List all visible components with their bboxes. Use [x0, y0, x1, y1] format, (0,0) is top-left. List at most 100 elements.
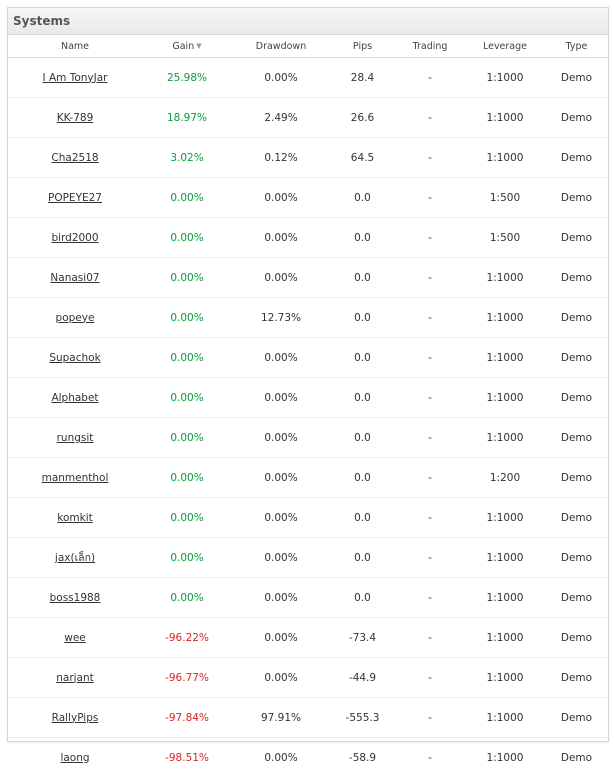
type-column-cell: Demo: [545, 498, 608, 538]
name-column-cell: wee: [8, 618, 142, 658]
column-header-pips-label: Pips: [353, 41, 372, 52]
system-name-link[interactable]: I Am TonyJar: [43, 72, 108, 84]
leverage-column-cell: 1:500: [465, 218, 545, 258]
leverage-column-cell: 1:1000: [465, 338, 545, 378]
system-name-link[interactable]: POPEYE27: [48, 192, 102, 204]
gain-column-cell: -97.84%: [142, 698, 232, 738]
column-header-name[interactable]: Name: [8, 35, 142, 58]
type-column-cell: Demo: [545, 458, 608, 498]
pips-cell: -73.4: [349, 632, 376, 644]
leverage-column-cell: 1:1000: [465, 138, 545, 178]
system-name-link[interactable]: Nanasi07: [50, 272, 99, 284]
pips-column-cell: 64.5: [330, 138, 395, 178]
column-header-name-label: Name: [61, 41, 89, 52]
type-cell: Demo: [561, 432, 592, 444]
drawdown-cell: 0.00%: [264, 432, 297, 444]
type-cell: Demo: [561, 592, 592, 604]
type-column-cell: Demo: [545, 338, 608, 378]
trading-column-cell: -: [395, 458, 465, 498]
column-header-gain[interactable]: Gain▼: [142, 35, 232, 58]
leverage-cell: 1:1000: [487, 272, 524, 284]
system-name-link[interactable]: narjant: [56, 672, 94, 684]
system-name-link[interactable]: bird2000: [51, 232, 98, 244]
column-header-drawdown[interactable]: Drawdown: [232, 35, 330, 58]
system-name-link[interactable]: rungsit: [57, 432, 94, 444]
column-header-pips[interactable]: Pips: [330, 35, 395, 58]
drawdown-cell: 0.00%: [264, 272, 297, 284]
system-name-link[interactable]: RallyPips: [52, 712, 99, 724]
system-name-link[interactable]: Cha2518: [51, 152, 98, 164]
trading-column-cell: -: [395, 538, 465, 578]
gain-column-cell: 0.00%: [142, 258, 232, 298]
leverage-column-cell: 1:1000: [465, 538, 545, 578]
trading-cell: -: [428, 432, 432, 444]
drawdown-cell: 0.12%: [264, 152, 297, 164]
gain-column-cell: 0.00%: [142, 458, 232, 498]
drawdown-cell: 0.00%: [264, 552, 297, 564]
system-name-link[interactable]: jax(เล็ก): [55, 552, 95, 564]
pips-cell: 26.6: [351, 112, 374, 124]
gain-column-cell: -96.22%: [142, 618, 232, 658]
pips-cell: 0.0: [354, 352, 371, 364]
leverage-cell: 1:1000: [487, 712, 524, 724]
leverage-cell: 1:1000: [487, 672, 524, 684]
trading-column-cell: -: [395, 698, 465, 738]
gain-cell: 0.00%: [170, 472, 203, 484]
leverage-cell: 1:1000: [487, 312, 524, 324]
column-header-leverage[interactable]: Leverage: [465, 35, 545, 58]
column-header-type[interactable]: Type: [545, 35, 608, 58]
trading-cell: -: [428, 712, 432, 724]
pips-cell: 0.0: [354, 552, 371, 564]
gain-cell: 0.00%: [170, 592, 203, 604]
drawdown-column-cell: 2.49%: [232, 98, 330, 138]
drawdown-column-cell: 0.00%: [232, 378, 330, 418]
name-column-cell: jax(เล็ก): [8, 538, 142, 578]
name-column-cell: laong: [8, 738, 142, 777]
drawdown-column-cell: 0.00%: [232, 578, 330, 618]
gain-cell: -97.84%: [165, 712, 209, 724]
drawdown-cell: 0.00%: [264, 232, 297, 244]
sort-desc-icon: ▼: [196, 42, 201, 50]
gain-column-cell: 0.00%: [142, 538, 232, 578]
leverage-cell: 1:1000: [487, 632, 524, 644]
system-name-link[interactable]: Supachok: [49, 352, 100, 364]
system-name-link[interactable]: boss1988: [50, 592, 101, 604]
drawdown-column-cell: 0.12%: [232, 138, 330, 178]
leverage-cell: 1:1000: [487, 552, 524, 564]
system-name-link[interactable]: Alphabet: [51, 392, 98, 404]
gain-column-cell: 25.98%: [142, 58, 232, 98]
name-column-cell: rungsit: [8, 418, 142, 458]
leverage-cell: 1:1000: [487, 112, 524, 124]
pips-column-cell: 0.0: [330, 178, 395, 218]
trading-cell: -: [428, 152, 432, 164]
system-name-link[interactable]: manmenthol: [42, 472, 109, 484]
drawdown-column-cell: 0.00%: [232, 418, 330, 458]
systems-panel: Systems Name Gain▼ Drawdown Pips Trading…: [7, 7, 609, 742]
system-name-link[interactable]: wee: [64, 632, 86, 644]
pips-cell: -58.9: [349, 752, 376, 764]
trading-cell: -: [428, 72, 432, 84]
gain-column-cell: 0.00%: [142, 298, 232, 338]
system-name-link[interactable]: laong: [60, 752, 89, 764]
type-cell: Demo: [561, 392, 592, 404]
pips-cell: 28.4: [351, 72, 374, 84]
leverage-column-cell: 1:1000: [465, 98, 545, 138]
column-header-trading[interactable]: Trading: [395, 35, 465, 58]
gain-cell: 0.00%: [170, 192, 203, 204]
trading-cell: -: [428, 272, 432, 284]
system-name-link[interactable]: popeye: [56, 312, 95, 324]
drawdown-column-cell: 97.91%: [232, 698, 330, 738]
drawdown-column-cell: 0.00%: [232, 258, 330, 298]
system-name-link[interactable]: KK-789: [57, 112, 94, 124]
column-header-leverage-label: Leverage: [483, 41, 527, 52]
name-column-cell: boss1988: [8, 578, 142, 618]
pips-column-cell: -58.9: [330, 738, 395, 777]
pips-cell: -555.3: [346, 712, 380, 724]
system-name-link[interactable]: komkit: [57, 512, 92, 524]
pips-cell: 0.0: [354, 592, 371, 604]
